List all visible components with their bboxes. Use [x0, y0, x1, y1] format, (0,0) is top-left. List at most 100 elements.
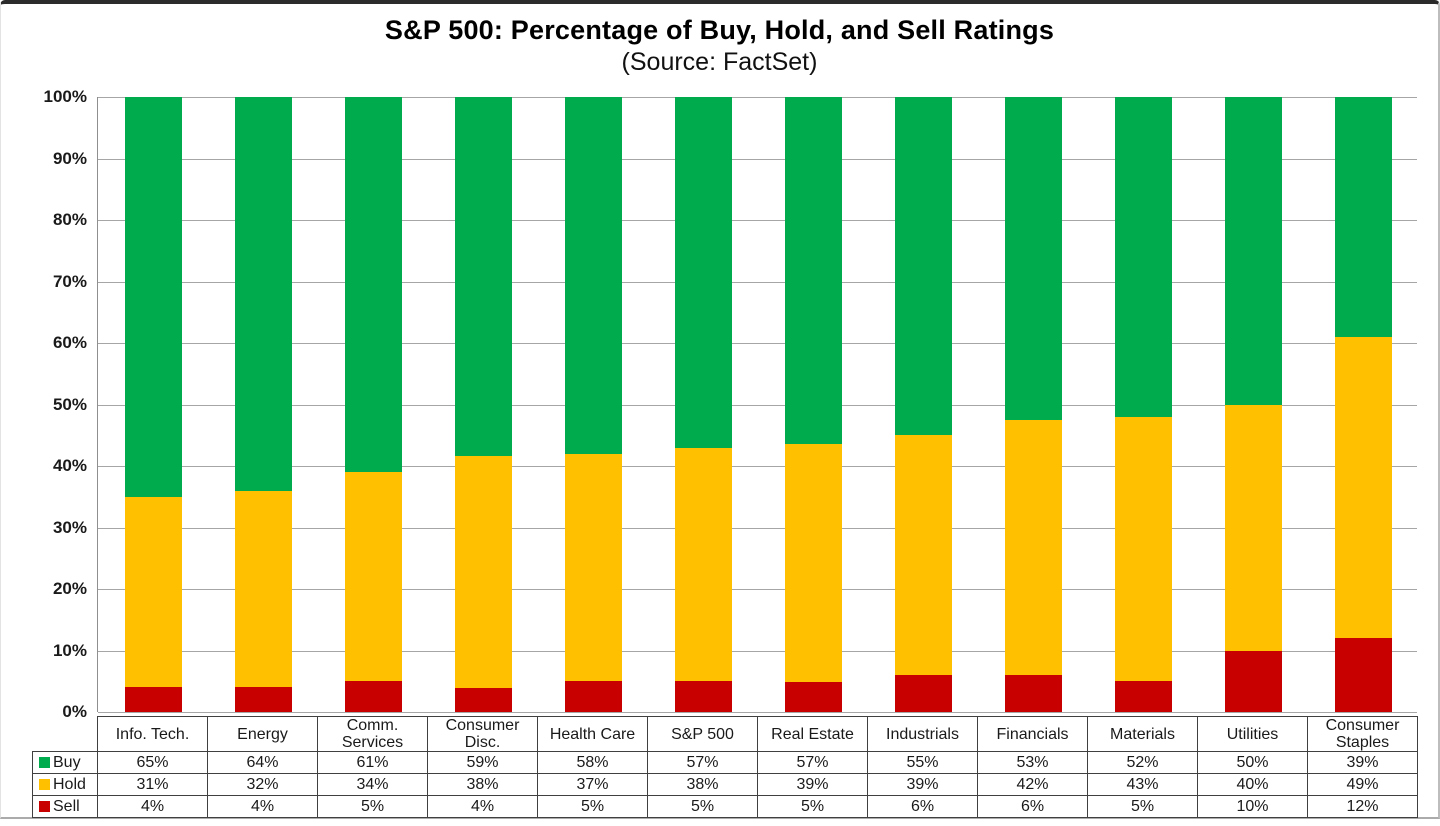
gridline: [98, 159, 1417, 160]
bar-segment-sell: [1004, 675, 1062, 712]
value-cell: 43%: [1087, 773, 1198, 796]
bar-slot-s-p-500: [648, 97, 758, 712]
gridline: [98, 282, 1417, 283]
value-cell: 5%: [1087, 795, 1198, 818]
stacked-bar: [1004, 97, 1062, 712]
value-cell: 57%: [647, 751, 758, 774]
bar-segment-sell: [894, 675, 952, 712]
chart-subtitle: (Source: FactSet): [621, 48, 818, 76]
value-cell: 34%: [317, 773, 428, 796]
legend-cell-buy: Buy: [32, 751, 98, 774]
gridline: [98, 405, 1417, 406]
y-tick-label: 10%: [52, 641, 87, 660]
gridline: [98, 712, 1417, 713]
bar-segment-buy: [1224, 97, 1282, 405]
value-cell: 59%: [427, 751, 538, 774]
bar-segment-buy: [1004, 97, 1062, 420]
category-header: Consumer Staples: [1307, 716, 1418, 752]
value-cell: 5%: [537, 795, 648, 818]
bar-segment-buy: [1334, 97, 1392, 337]
data-table: Info. Tech. Energy Comm. Services Consumer …: [32, 716, 1418, 818]
bar-segment-buy: [784, 97, 842, 445]
y-tick-label: 90%: [52, 149, 87, 168]
value-cell: 12%: [1307, 795, 1418, 818]
bar-segment-hold: [234, 490, 292, 688]
bar-segment-hold: [124, 496, 182, 688]
bar-segment-sell: [344, 681, 402, 712]
bar-segment-sell: [784, 681, 842, 712]
value-cell: 5%: [317, 795, 428, 818]
bar-segment-hold: [1334, 336, 1392, 639]
bar-segment-buy: [234, 97, 292, 491]
bar-slot-comm-services: [318, 97, 428, 712]
y-tick-label: 80%: [52, 210, 87, 229]
bar-slot-energy: [208, 97, 318, 712]
value-cell: 40%: [1197, 773, 1308, 796]
legend-label: Hold: [53, 775, 86, 793]
stacked-bar: [1224, 97, 1282, 712]
stacked-bar: [344, 97, 402, 712]
legend-swatch-icon: [39, 756, 50, 768]
legend-label: Buy: [53, 753, 81, 771]
value-cell: 58%: [537, 751, 648, 774]
value-cell: 6%: [977, 795, 1088, 818]
category-header: Industrials: [867, 716, 978, 752]
gridline: [98, 466, 1417, 467]
y-tick-label: 70%: [52, 272, 87, 291]
bar-segment-sell: [1334, 638, 1392, 712]
category-header: Health Care: [537, 716, 648, 752]
category-header: Utilities: [1197, 716, 1308, 752]
bar-segment-hold: [674, 447, 732, 682]
value-cell: 4%: [97, 795, 208, 818]
bar-segment-hold: [454, 456, 512, 688]
gridline: [98, 343, 1417, 344]
value-cell: 50%: [1197, 751, 1308, 774]
stacked-bar: [1334, 97, 1392, 712]
bar-segment-buy: [454, 97, 512, 457]
value-cell: 37%: [537, 773, 648, 796]
legend-swatch-icon: [39, 800, 50, 812]
bar-segment-buy: [674, 97, 732, 448]
value-cell: 42%: [977, 773, 1088, 796]
value-cell: 4%: [427, 795, 538, 818]
stacked-bar: [564, 97, 622, 712]
value-cell: 39%: [757, 773, 868, 796]
legend-cell-sell: Sell: [32, 795, 98, 818]
category-header: Info. Tech.: [97, 716, 208, 752]
value-cell: 39%: [867, 773, 978, 796]
category-header: Comm. Services: [317, 716, 428, 752]
table-header-row: Info. Tech. Energy Comm. Services Consumer …: [33, 716, 1418, 752]
bar-segment-buy: [1114, 97, 1172, 417]
value-cell: 32%: [207, 773, 318, 796]
category-header: Materials: [1087, 716, 1198, 752]
y-tick-label: 40%: [52, 456, 87, 475]
table-corner-cell: [33, 717, 98, 752]
stacked-bar: [124, 97, 182, 712]
value-cell: 57%: [757, 751, 868, 774]
stacked-bar: [234, 97, 292, 712]
value-cell: 5%: [647, 795, 758, 818]
bar-segment-buy: [564, 97, 622, 454]
gridline: [98, 651, 1417, 652]
bar-segment-buy: [124, 97, 182, 497]
stacked-bar: [784, 97, 842, 712]
y-tick-label: 50%: [52, 395, 87, 414]
bar-segment-sell: [1114, 681, 1172, 712]
bar-slot-industrials: [868, 97, 978, 712]
bar-slot-financials: [978, 97, 1088, 712]
bar-segment-hold: [1004, 419, 1062, 676]
y-tick-label: 20%: [52, 579, 87, 598]
table-row-hold: Hold 31% 32% 34% 38% 37% 38% 39% 39% 42% 43% 40% 49%: [32, 773, 1418, 796]
gridline: [98, 589, 1417, 590]
table-row-buy: Buy 65% 64% 61% 59% 58% 57% 57% 55% 53% 52% 50% 39%: [32, 751, 1418, 774]
y-tick-label: 60%: [52, 333, 87, 352]
stacked-bar: [454, 97, 512, 712]
value-cell: 4%: [207, 795, 318, 818]
bar-segment-sell: [674, 681, 732, 712]
gridline: [98, 528, 1417, 529]
bar-segment-sell: [1224, 650, 1282, 712]
bar-segment-sell: [234, 687, 292, 712]
plot-area: [97, 97, 1417, 713]
bar-slot-consumer-disc: [428, 97, 538, 712]
